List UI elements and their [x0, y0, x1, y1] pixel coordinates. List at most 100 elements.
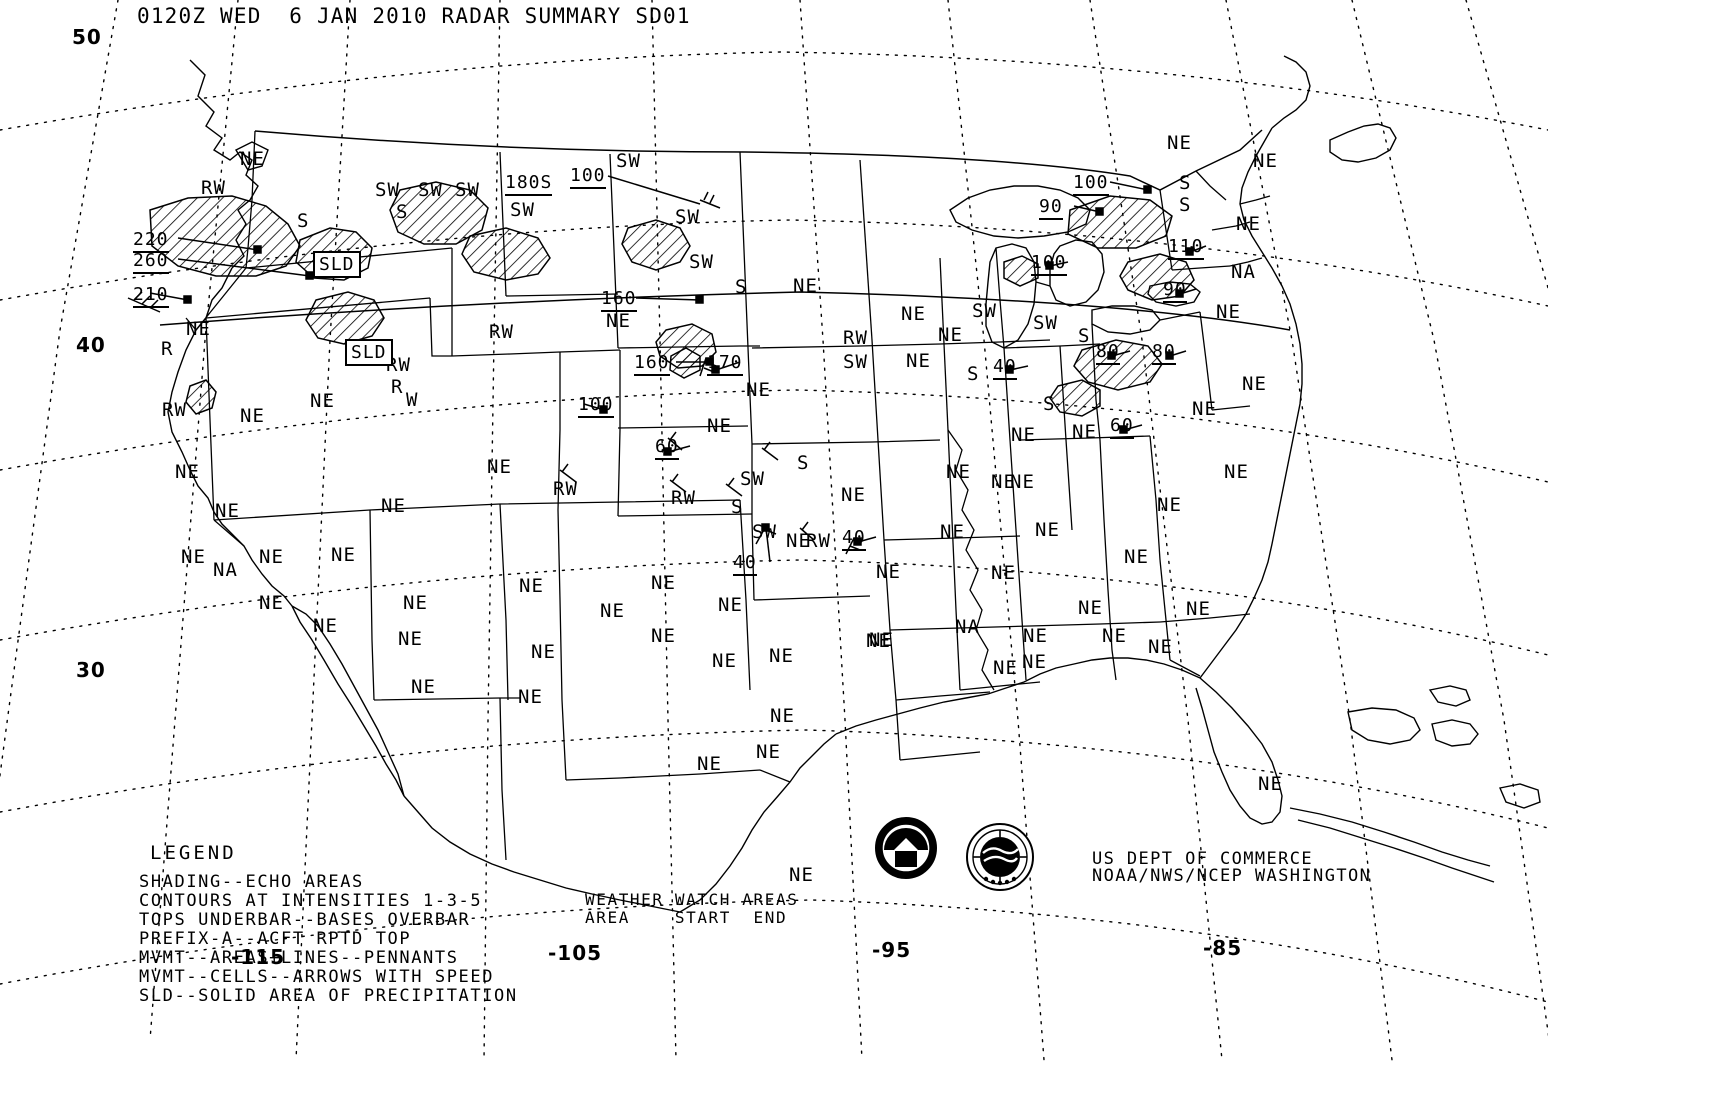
wx-symbol-ne: NE	[175, 461, 200, 483]
wx-symbol-sw: SW	[1033, 312, 1058, 334]
echo-top-label: 40	[733, 552, 757, 576]
wx-symbol-ne: NE	[1022, 651, 1047, 673]
echo-top-label: 90	[1039, 196, 1063, 220]
lon-label-85: -85	[1203, 936, 1243, 960]
agency-line-2: NOAA/NWS/NCEP WASHINGTON	[1092, 866, 1372, 886]
sld-box: SLD	[345, 339, 393, 366]
legend-body: SHADING--ECHO AREAS CONTOURS AT INTENSITI…	[139, 873, 518, 1006]
wx-symbol-ne: NE	[1072, 421, 1097, 443]
wx-symbol-ne: NE	[1236, 213, 1261, 235]
echo-top-label: 160	[634, 352, 670, 376]
lat-label-40: 40	[76, 333, 106, 357]
wx-symbol-s: S	[297, 210, 310, 232]
wx-symbol-ne: NE	[518, 686, 543, 708]
wx-symbol-ne: NE	[600, 600, 625, 622]
wx-symbol-rw: RW	[201, 177, 226, 199]
echo-area	[149, 181, 1195, 417]
wx-symbol-ne: NE	[487, 456, 512, 478]
echo-top-leader	[149, 175, 1207, 563]
legend-line: MVMT--CELLS--ARROWS WITH SPEED	[139, 967, 495, 987]
wx-symbol-ne: NE	[1078, 597, 1103, 619]
legend-line: CONTOURS AT INTENSITIES 1-3-5	[139, 891, 483, 911]
wx-symbol-s: S	[1043, 393, 1056, 415]
wx-symbol-ne: NE	[1242, 373, 1267, 395]
wx-symbol-sw: SW	[972, 300, 997, 322]
wx-symbol-ne: NE	[938, 324, 963, 346]
wx-symbol-sw: SW	[510, 199, 535, 221]
lat-label-30: 30	[76, 658, 106, 682]
wx-symbol-sw: SW	[740, 468, 765, 490]
wx-symbol-ne: NE	[866, 630, 891, 652]
wx-symbol-ne: NE	[313, 615, 338, 637]
wx-symbol-ne: NE	[310, 390, 335, 412]
echo-top-label: 210	[133, 284, 169, 308]
wx-symbol-sw: SW	[675, 206, 700, 228]
movement-symbol	[127, 191, 861, 555]
legend-line: TOPS UNDERBAR--BASES OVERBAR	[139, 910, 471, 930]
wx-symbol-ne: NE	[1124, 546, 1149, 568]
echo-top-label: 220	[133, 229, 169, 253]
wx-symbol-ne: NE	[1023, 625, 1048, 647]
wx-symbol-ne: NE	[651, 572, 676, 594]
wx-symbol-sw: SW	[616, 150, 641, 172]
wx-symbol-ne: NE	[906, 350, 931, 372]
wx-symbol-ne: NE	[606, 310, 631, 332]
wx-symbol-ne: NE	[991, 562, 1016, 584]
wx-symbol-s: S	[396, 201, 409, 223]
wx-symbol-ne: NE	[756, 741, 781, 763]
wx-symbol-ne: NE	[1148, 636, 1173, 658]
echo-top-label: 100	[570, 165, 606, 189]
wx-symbol-ne: NE	[1224, 461, 1249, 483]
echo-top-label: 260	[133, 250, 169, 274]
graticule-longitude	[0, 0, 1548, 1061]
lon-label-105: -105	[548, 941, 603, 965]
wx-symbol-sw: SW	[843, 351, 868, 373]
wx-symbol-ne: NE	[411, 676, 436, 698]
wx-symbol-s: S	[735, 276, 748, 298]
echo-top-label: 40	[842, 527, 866, 551]
lon-label-95: -95	[872, 938, 912, 962]
wx-symbol-ne: NE	[215, 500, 240, 522]
wx-symbol-na: NA	[213, 559, 238, 581]
echo-top-label: 110	[1168, 236, 1204, 260]
wx-symbol-rw: RW	[553, 478, 578, 500]
wx-symbol-ne: NE	[1186, 598, 1211, 620]
lon-label-115: -115	[231, 945, 286, 969]
wx-symbol-ne: NE	[331, 544, 356, 566]
legend-line: SLD--SOLID AREA OF PRECIPITATION	[139, 986, 518, 1006]
wx-symbol-ne: NE	[259, 546, 284, 568]
wx-symbol-ne: NE	[398, 628, 423, 650]
wx-symbol-ne: NE	[1192, 398, 1217, 420]
wx-symbol-sw: SW	[418, 179, 443, 201]
legend-line: SHADING--ECHO AREAS	[139, 872, 364, 892]
wx-symbol-ne: NE	[1157, 494, 1182, 516]
wx-symbol-s: S	[1078, 325, 1091, 347]
wx-symbol-ne: NE	[531, 641, 556, 663]
wx-symbol-w: W	[406, 389, 419, 411]
echo-top-label: 80	[1152, 341, 1176, 365]
state-boundaries	[185, 130, 1271, 861]
wx-symbol-ne: NE	[1216, 301, 1241, 323]
agency-line-1: US DEPT OF COMMERCE	[1092, 849, 1314, 869]
wx-symbol-rw: RW	[489, 321, 514, 343]
wx-symbol-s: S	[797, 452, 810, 474]
legend-line: MVMT--AREAS+LINES--PENNANTS	[139, 948, 459, 968]
weather-watch-label: 180S	[505, 172, 553, 196]
wx-symbol-ne: NE	[746, 379, 771, 401]
wx-symbol-sw: SW	[752, 521, 777, 543]
wx-symbol-ne: NE	[712, 650, 737, 672]
legend-title: LEGEND	[150, 842, 237, 864]
wx-symbol-ne: NE	[240, 405, 265, 427]
lat-label-50: 50	[72, 25, 102, 49]
echo-top-label: 100	[1073, 172, 1109, 196]
sld-box: SLD	[313, 251, 361, 278]
wx-symbol-ne: NE	[789, 864, 814, 886]
wx-symbol-ne: NE	[770, 705, 795, 727]
wx-symbol-r: R	[391, 376, 404, 398]
wx-symbol-ne: NE	[1010, 471, 1035, 493]
wx-symbol-ne: NE	[651, 625, 676, 647]
wx-symbol-ne: NE	[381, 495, 406, 517]
echo-top-label: 100	[578, 394, 614, 418]
nws-logo	[966, 823, 1034, 891]
